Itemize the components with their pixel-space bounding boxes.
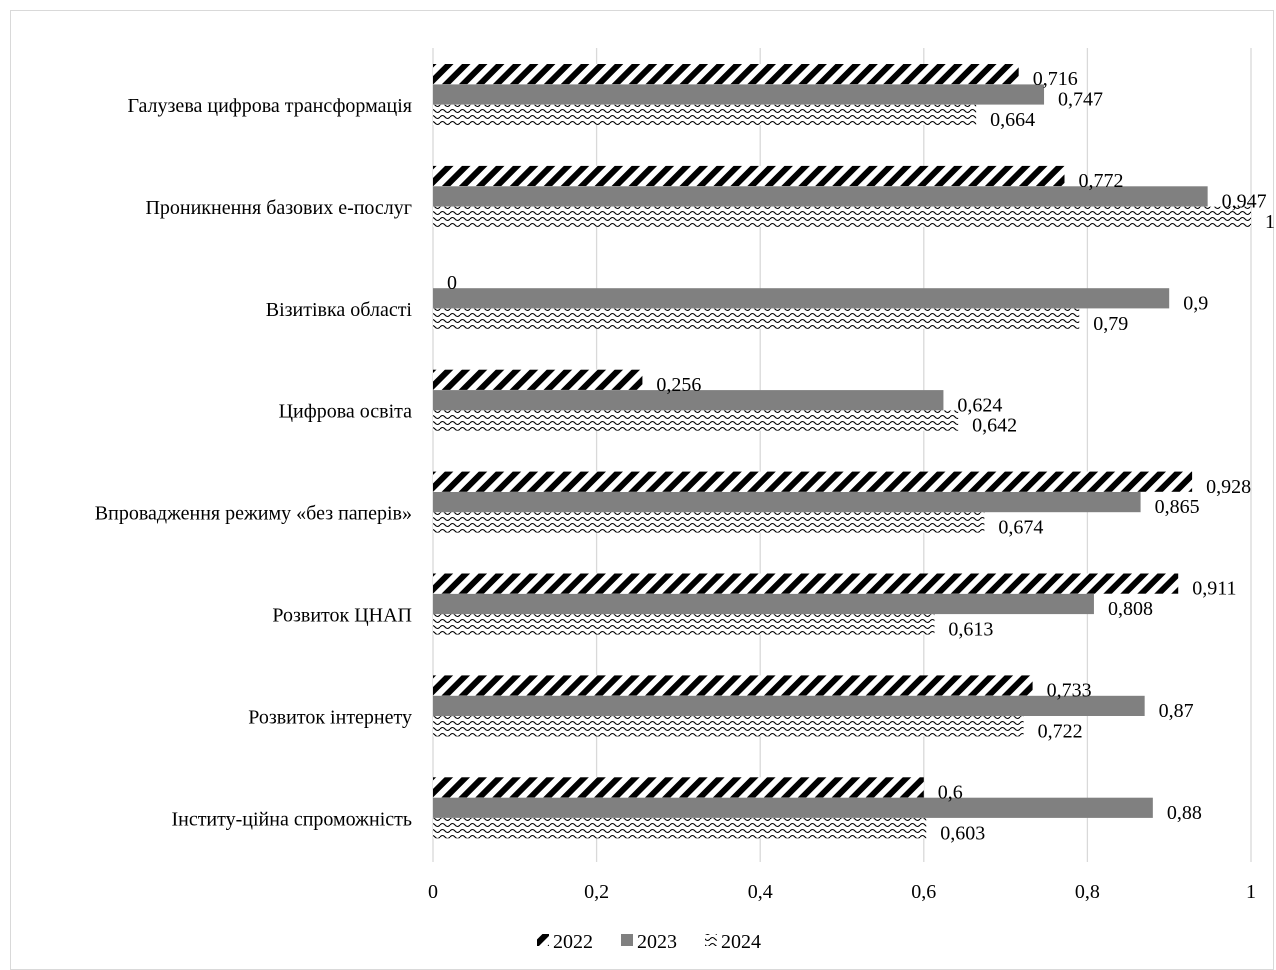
data-label: 0,642	[972, 415, 1017, 437]
legend: 2022 2023 2024	[537, 931, 761, 953]
data-label: 0,664	[990, 109, 1035, 131]
category-label: Інститу-ційна спроможність	[171, 808, 412, 830]
bar-2022	[433, 675, 1033, 696]
bar-2022	[433, 471, 1193, 492]
bar-2023	[433, 186, 1208, 207]
x-tick-label: 0	[428, 881, 438, 903]
bar-2024	[433, 512, 985, 533]
x-tick-label: 0,8	[1075, 881, 1100, 903]
bar-2022	[433, 369, 643, 390]
bar-2023	[433, 695, 1145, 716]
data-label: 0,674	[998, 517, 1043, 539]
x-tick-label: 1	[1246, 881, 1256, 903]
category-label: Впровадження режиму «без паперів»	[95, 503, 412, 525]
legend-swatch-2024	[705, 934, 717, 946]
data-label: 0,747	[1058, 89, 1103, 111]
data-label: 0,79	[1093, 313, 1128, 335]
category-label: Розвиток ЦНАП	[272, 605, 412, 627]
bar-2022	[433, 777, 924, 798]
bar-2024	[433, 614, 935, 635]
category-label: Цифрова освіта	[279, 401, 413, 423]
data-label: 1	[1265, 211, 1275, 233]
bar-2024	[433, 716, 1024, 737]
data-label: 0,9	[1183, 292, 1208, 314]
legend-label: 2022	[553, 931, 593, 953]
x-tick-label: 0,6	[911, 881, 936, 903]
x-axis-ticks: 0 0,2 0,4 0,6 0,8 1	[428, 881, 1256, 903]
bar-2023	[433, 797, 1153, 818]
bar-2023	[433, 492, 1141, 513]
x-tick-label: 0,4	[748, 881, 773, 903]
data-label: 0,772	[1078, 170, 1123, 192]
bars	[433, 64, 1251, 839]
data-label: 0,256	[656, 374, 701, 396]
data-label: 0,722	[1038, 720, 1083, 742]
bar-2023	[433, 390, 944, 411]
bar-2024	[433, 104, 977, 125]
x-tick-label: 0,2	[584, 881, 609, 903]
legend-swatch-2023	[621, 934, 633, 946]
category-label: Розвиток інтернету	[248, 706, 412, 728]
bar-2024	[433, 818, 927, 839]
data-label: 0,808	[1108, 598, 1153, 620]
data-label: 0,911	[1192, 578, 1236, 600]
data-label: 0	[447, 272, 457, 294]
legend-label: 2024	[721, 931, 761, 953]
data-label: 0,716	[1033, 68, 1078, 90]
category-label: Проникнення базових е-послуг	[145, 197, 412, 219]
category-labels: Галузева цифрова трансформація Проникненн…	[95, 95, 413, 830]
bar-2022	[433, 165, 1065, 187]
bar-2023	[433, 288, 1170, 309]
data-label: 0,733	[1047, 680, 1092, 702]
bar-2022	[433, 573, 1179, 594]
bar-2022	[433, 64, 1019, 85]
data-label: 0,88	[1167, 802, 1202, 824]
data-label: 0,613	[948, 619, 993, 641]
data-label: 0,865	[1155, 496, 1200, 518]
bar-2024	[433, 308, 1080, 329]
legend-swatch-2022	[537, 934, 549, 946]
bar-2023	[433, 593, 1094, 615]
legend-label: 2023	[637, 931, 677, 953]
data-label: 0,6	[938, 782, 963, 804]
data-label: 0,603	[940, 822, 985, 844]
bar-2023	[433, 84, 1045, 105]
data-label: 0,87	[1159, 700, 1194, 722]
bar-2024	[433, 206, 1251, 227]
data-label: 0,947	[1222, 191, 1267, 213]
data-label: 0,624	[957, 394, 1002, 416]
category-label: Галузева цифрова трансформація	[127, 95, 412, 117]
bar-2024	[433, 410, 959, 431]
category-label: Візитівка області	[266, 299, 413, 321]
data-label: 0,928	[1206, 476, 1251, 498]
